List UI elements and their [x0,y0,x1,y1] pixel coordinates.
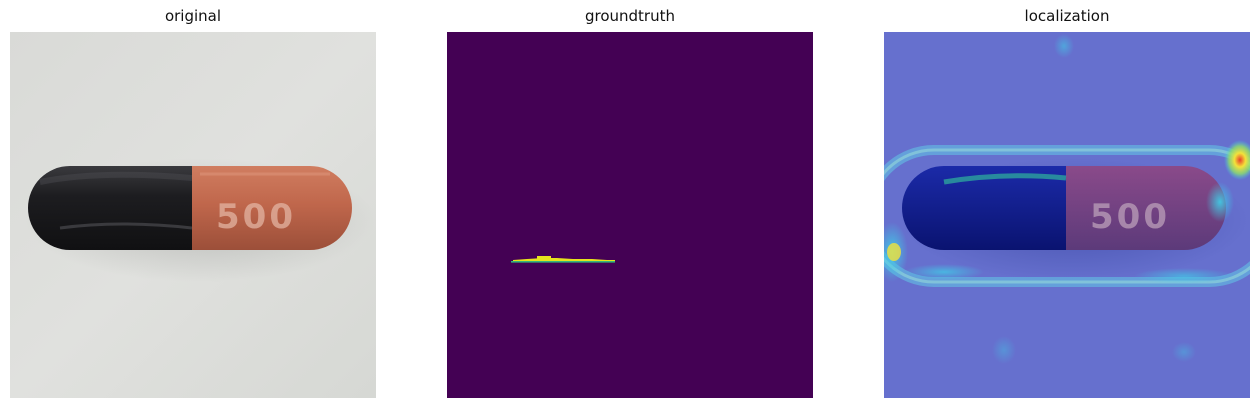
capsule-imprint: 500 [216,197,296,237]
capsule-cap [28,166,192,250]
original-image: 500 [10,32,376,398]
svg-text:500: 500 [1090,197,1170,237]
panel-title-groundtruth: groundtruth [584,7,675,25]
localization-heatmap: 500 [884,32,1250,398]
panel-title-localization: localization [1024,7,1110,25]
groundtruth-mask [447,32,813,398]
panel-title-original: original [164,7,222,25]
capsule-body [188,166,352,250]
